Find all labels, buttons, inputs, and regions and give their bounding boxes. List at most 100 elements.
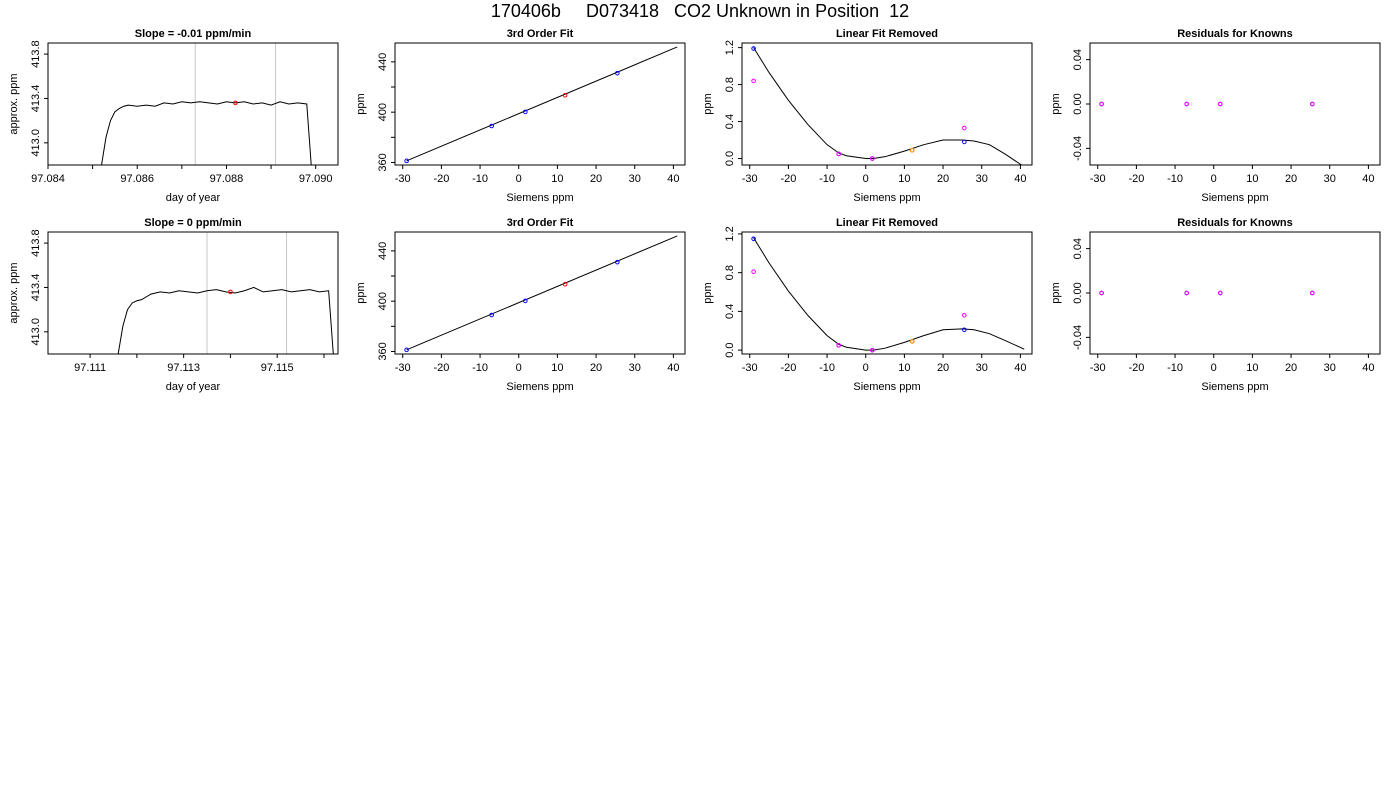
y-tick-label: 360 <box>377 342 389 360</box>
data-point <box>562 92 568 98</box>
plot-region <box>101 100 312 165</box>
plot-frame <box>741 231 1033 355</box>
y-axis-label: ppm <box>702 282 714 303</box>
x-tick-label: 97.111 <box>74 362 106 374</box>
chart-title: Linear Fit Removed <box>836 217 938 229</box>
y-axis-label: ppm <box>1050 282 1062 303</box>
y-tick-label: 0.4 <box>724 304 736 319</box>
x-tick-label: 40 <box>1014 362 1026 374</box>
plot-region <box>1099 290 1315 296</box>
data-point <box>962 125 967 131</box>
plot-frame <box>47 42 339 166</box>
chart-title: 3rd Order Fit <box>507 28 574 40</box>
x-tick-label: 40 <box>1362 173 1374 185</box>
data-point <box>962 139 967 145</box>
y-axis-label: ppm <box>355 93 367 114</box>
y-tick-label: 413.0 <box>30 318 42 346</box>
x-tick-label: 30 <box>1324 362 1336 374</box>
x-tick-label: 20 <box>1285 362 1297 374</box>
data-point <box>836 342 841 348</box>
chart-panel-3: -30 -20 -10 0 10 20 30 40 0.0 0.4 0.8 1.2 Linear Fit… <box>702 28 1033 204</box>
y-tick-label: 1.2 <box>724 40 736 55</box>
x-tick-label: -30 <box>742 362 758 374</box>
x-tick-label: 10 <box>551 173 563 185</box>
fit-curve <box>753 47 1023 165</box>
plot-region <box>751 46 1023 165</box>
x-axis-label: day of year <box>166 192 221 204</box>
y-axis-label: ppm <box>702 93 714 114</box>
y-tick-label: 0.00 <box>1072 282 1084 303</box>
x-tick-label: 0 <box>1211 173 1217 185</box>
fit-curve <box>753 237 1025 351</box>
x-tick-label: 10 <box>1246 362 1258 374</box>
x-tick-label: 30 <box>629 173 641 185</box>
data-point <box>523 109 528 115</box>
plot-region <box>404 46 678 164</box>
x-tick-label: -30 <box>1090 173 1106 185</box>
fit-curve <box>406 235 678 351</box>
x-tick-label: 10 <box>898 362 910 374</box>
x-tick-label: -10 <box>1167 362 1183 374</box>
data-point <box>836 151 841 157</box>
y-tick-label: -0.04 <box>1072 325 1084 350</box>
x-axis-label: Siemens ppm <box>853 192 920 204</box>
data-point <box>523 298 528 304</box>
y-tick-label: 0.00 <box>1072 93 1084 114</box>
y-tick-label: 440 <box>377 53 389 71</box>
data-point <box>909 147 915 153</box>
x-tick-label: 40 <box>1014 173 1026 185</box>
data-point <box>1310 290 1315 296</box>
data-point <box>751 78 756 84</box>
plot-frame <box>741 42 1033 166</box>
y-tick-label: 413.0 <box>30 129 42 157</box>
x-tick-label: 40 <box>667 362 679 374</box>
plot-frame <box>1089 231 1381 355</box>
y-tick-label: 400 <box>377 292 389 310</box>
data-point <box>1218 101 1223 107</box>
chart-title: Slope = -0.01 ppm/min <box>135 28 252 40</box>
x-tick-label: 40 <box>1362 362 1374 374</box>
data-point <box>233 100 238 106</box>
data-point <box>1310 101 1315 107</box>
x-tick-label: -10 <box>819 362 835 374</box>
x-tick-label: -20 <box>1128 173 1144 185</box>
page-title: 170406b D073418 CO2 Unknown in Position … <box>490 1 910 21</box>
y-axis-label: approx. ppm <box>8 262 20 323</box>
x-tick-label: 97.086 <box>120 173 154 185</box>
data-point <box>562 281 568 287</box>
data-point <box>228 289 233 295</box>
data-point <box>751 46 756 51</box>
plot-region <box>404 235 678 353</box>
data-point <box>1184 290 1189 296</box>
y-tick-label: 0.4 <box>724 114 736 129</box>
chart-title: 3rd Order Fit <box>507 217 574 229</box>
y-tick-label: 413.8 <box>30 40 42 68</box>
data-point <box>962 312 967 318</box>
chart-panel-1: 97.084 97.086 97.088 97.090 413.0 413.4 413.8 S… <box>8 28 339 204</box>
data-point <box>404 347 409 353</box>
chart-title: Residuals for Knowns <box>1177 28 1293 40</box>
y-axis-label: ppm <box>1050 93 1062 114</box>
y-tick-label: 0.0 <box>724 151 736 166</box>
y-axis-label: approx. ppm <box>8 73 20 134</box>
data-point <box>909 339 915 344</box>
x-tick-label: 0 <box>516 173 522 185</box>
x-tick-label: -20 <box>433 173 449 185</box>
series-line <box>101 101 312 165</box>
x-tick-label: 97.090 <box>299 173 333 185</box>
x-tick-label: -10 <box>1167 173 1183 185</box>
series-line <box>117 286 334 354</box>
plot-region <box>1099 101 1315 107</box>
x-tick-label: 0 <box>863 173 869 185</box>
data-point <box>962 327 967 333</box>
data-point <box>870 347 875 353</box>
plot-frame <box>1089 42 1381 166</box>
data-point <box>615 259 620 265</box>
data-point <box>489 312 494 318</box>
x-tick-label: -10 <box>472 362 488 374</box>
x-tick-label: 40 <box>667 173 679 185</box>
x-tick-label: 97.115 <box>261 362 294 374</box>
y-tick-label: 0.0 <box>724 342 736 357</box>
x-tick-label: -20 <box>433 362 449 374</box>
